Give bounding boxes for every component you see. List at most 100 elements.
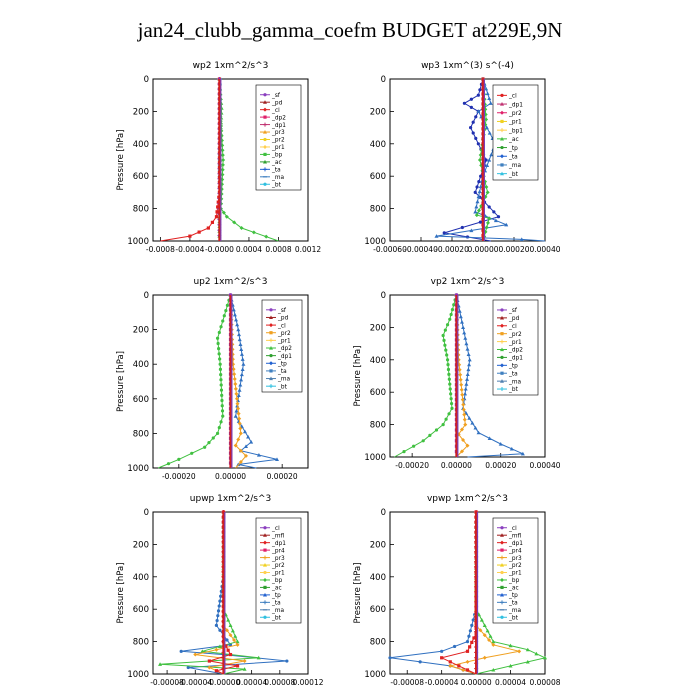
data-point bbox=[473, 425, 478, 430]
data-point bbox=[220, 172, 225, 177]
x-tick-label: -0.00060 bbox=[373, 245, 407, 254]
data-point bbox=[218, 367, 223, 371]
data-point bbox=[241, 362, 246, 366]
data-point bbox=[463, 386, 468, 391]
series-line-dp1 bbox=[160, 79, 220, 242]
x-tick-label: 0.00004 bbox=[236, 678, 267, 687]
legend-label: _sf bbox=[508, 308, 518, 314]
legend-marker bbox=[500, 615, 504, 619]
y-tick-label: 800 bbox=[370, 421, 386, 431]
legend-label: _tp bbox=[508, 364, 518, 370]
data-point bbox=[462, 412, 467, 417]
data-point bbox=[488, 634, 493, 638]
data-point bbox=[219, 594, 223, 598]
data-point bbox=[220, 167, 225, 172]
legend-marker bbox=[500, 119, 504, 124]
data-point bbox=[441, 333, 445, 338]
y-tick-label: 600 bbox=[133, 395, 149, 405]
series-line-pr2 bbox=[230, 294, 247, 469]
legend-marker bbox=[500, 526, 504, 530]
legend-label: _pr3 bbox=[508, 556, 522, 562]
data-point bbox=[440, 649, 444, 653]
data-point bbox=[477, 158, 482, 162]
data-point bbox=[464, 382, 469, 386]
data-point bbox=[214, 215, 219, 219]
data-point bbox=[232, 220, 237, 225]
data-point bbox=[447, 372, 451, 376]
data-point bbox=[285, 659, 289, 663]
data-point bbox=[197, 230, 201, 234]
y-tick-label: 200 bbox=[133, 326, 149, 336]
data-point bbox=[467, 634, 471, 638]
data-point bbox=[219, 383, 223, 387]
y-tick-label: 0 bbox=[144, 75, 149, 85]
data-point bbox=[487, 637, 492, 642]
data-point bbox=[217, 352, 221, 356]
legend-label: _mfl bbox=[508, 533, 522, 539]
legend-label: _pr2 bbox=[508, 332, 522, 338]
y-tick-label: 1000 bbox=[127, 237, 149, 247]
legend-label: _bt bbox=[277, 384, 288, 390]
data-point bbox=[232, 312, 237, 317]
data-point bbox=[474, 115, 478, 119]
data-point bbox=[224, 644, 228, 648]
y-tick-label: 600 bbox=[133, 172, 149, 182]
x-tick-label: 0.0012 bbox=[295, 245, 321, 254]
data-point bbox=[476, 93, 480, 97]
data-point bbox=[460, 225, 464, 230]
data-point bbox=[462, 101, 466, 105]
legend-label: _dp1 bbox=[271, 123, 286, 129]
data-point bbox=[446, 367, 451, 372]
legend-label: _dp1 bbox=[508, 102, 523, 108]
data-point bbox=[220, 162, 225, 167]
data-point bbox=[217, 347, 221, 351]
data-point bbox=[465, 377, 470, 381]
data-point bbox=[235, 664, 240, 668]
chart-panel-6: vpwp 1xm^2/s^3 0 200 400 600 800 1000 Pressure … bbox=[353, 494, 561, 687]
data-point bbox=[520, 451, 525, 456]
data-point bbox=[491, 642, 496, 647]
data-point bbox=[219, 388, 224, 392]
x-tick-label: 0.00020 bbox=[485, 461, 516, 470]
legend-label: _ma bbox=[277, 377, 291, 383]
legend: _sf _pd_cl _pr2 _pr1_dp2 _dp1_tp _ta _ma_bt bbox=[261, 299, 303, 393]
legend-marker bbox=[263, 570, 267, 575]
legend-label: _ac bbox=[508, 137, 519, 143]
legend-label: _ma bbox=[508, 379, 522, 385]
data-point bbox=[477, 189, 482, 194]
y-tick-label: 0 bbox=[144, 508, 149, 518]
data-point bbox=[224, 628, 229, 633]
legend-marker bbox=[500, 585, 504, 590]
data-point bbox=[468, 629, 472, 633]
data-point bbox=[450, 406, 454, 410]
data-point bbox=[232, 377, 237, 382]
data-point bbox=[458, 377, 463, 382]
y-tick-label: 1000 bbox=[364, 237, 386, 247]
legend-label: _bp1 bbox=[508, 128, 523, 134]
legend-label: _ac bbox=[271, 160, 282, 166]
legend-label: _pd bbox=[508, 316, 520, 322]
panel-title: upwp 1xm^2/s^3 bbox=[190, 494, 271, 504]
data-point bbox=[464, 341, 469, 346]
data-point bbox=[226, 618, 231, 622]
data-point bbox=[216, 200, 220, 204]
data-point bbox=[421, 439, 425, 443]
data-point bbox=[216, 341, 220, 346]
y-tick-label: 400 bbox=[370, 140, 386, 150]
y-tick-label: 600 bbox=[370, 605, 386, 615]
data-point bbox=[517, 649, 522, 654]
legend-marker bbox=[500, 555, 504, 560]
data-point bbox=[467, 416, 472, 420]
plot-frame bbox=[152, 78, 309, 242]
y-tick-label: 400 bbox=[370, 573, 386, 583]
data-point bbox=[449, 397, 453, 401]
data-point bbox=[452, 303, 456, 307]
x-tick-label: -0.00004 bbox=[178, 678, 212, 687]
data-point bbox=[244, 453, 248, 458]
data-point bbox=[484, 117, 489, 122]
legend-marker bbox=[500, 163, 504, 167]
legend-label: _dp1 bbox=[508, 541, 523, 547]
legend-marker bbox=[263, 93, 267, 97]
y-tick-label: 200 bbox=[133, 107, 149, 117]
y-tick-label: 1000 bbox=[364, 670, 386, 680]
